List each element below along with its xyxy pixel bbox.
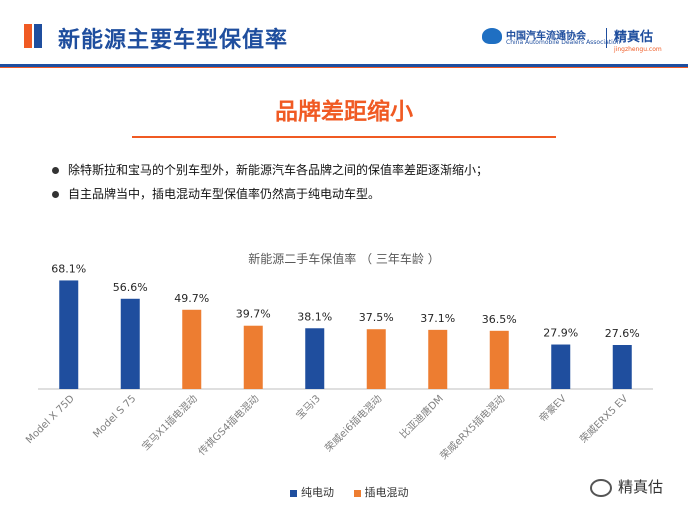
- bullet-item: 自主品牌当中，插电混动车型保值率仍然高于纯电动车型。: [50, 184, 488, 208]
- legend-item-ev: 纯电动: [290, 484, 334, 500]
- data-label: 39.7%: [236, 308, 271, 321]
- jzg-site: jingzhengu.com: [614, 46, 662, 53]
- header: 新能源主要车型保值率 中国汽车流通协会 China Automobile Dea…: [0, 0, 688, 64]
- jzg-name-cn: 精真估: [614, 30, 654, 45]
- bar: [551, 344, 571, 389]
- data-label: 27.9%: [543, 327, 578, 340]
- logo-separator: [606, 28, 607, 48]
- data-label: 68.1%: [51, 262, 86, 275]
- section-subtitle: 品牌差距缩小: [275, 99, 413, 125]
- cada-logo: 中国汽车流通协会 China Automobile Dealers Associ…: [482, 26, 620, 50]
- bar: [366, 329, 386, 389]
- bullet-text: 自主品牌当中，插电混动车型保值率仍然高于纯电动车型。: [68, 187, 381, 201]
- cada-emblem-icon: [482, 28, 502, 44]
- x-tick-label: 荣威eRX5插电混动: [437, 392, 507, 462]
- jzg-logo: 精真估 jingzhengu.com: [614, 26, 662, 53]
- bar: [428, 329, 448, 389]
- x-tick-label: 荣威ERX5 EV: [577, 392, 631, 446]
- bar: [182, 309, 202, 389]
- bullet-dot-icon: [52, 191, 59, 198]
- data-label: 49.7%: [174, 292, 209, 305]
- data-label: 37.5%: [359, 311, 394, 324]
- x-tick-label: 帝豪EV: [536, 392, 569, 425]
- cada-name-en: China Automobile Dealers Association: [506, 39, 621, 46]
- legend-label-phev: 插电混动: [364, 486, 409, 499]
- x-tick-label: 宝马X1插电混动: [139, 392, 200, 453]
- chart-title: 新能源二手车保值率 （ 三年车龄 ）: [248, 252, 440, 266]
- bar: [612, 345, 632, 389]
- legend-swatch-phev: [353, 489, 361, 497]
- bar: [59, 280, 79, 389]
- x-tick-label: 比亚迪唐DM: [397, 392, 446, 441]
- watermark-text: 精真估: [618, 478, 664, 496]
- legend-item-phev: 插电混动: [353, 484, 409, 500]
- title-accent-orange: [24, 24, 32, 48]
- data-label: 37.1%: [420, 312, 455, 325]
- legend-label-ev: 纯电动: [301, 486, 334, 499]
- bullet-list: 除特斯拉和宝马的个别车型外，新能源汽车各品牌之间的保值率差距逐渐缩小； 自主品牌…: [50, 160, 488, 208]
- x-tick-label: 荣威ei6插电混动: [322, 392, 384, 454]
- bar: [120, 298, 140, 389]
- chart-legend: 纯电动 插电混动: [290, 484, 425, 500]
- wechat-icon: [590, 478, 612, 497]
- data-label: 38.1%: [297, 310, 332, 323]
- legend-swatch-ev: [290, 489, 297, 497]
- x-tick-label: 传祺GS4插电混动: [195, 392, 261, 458]
- cada-name-cn: 中国汽车流通协会: [506, 31, 586, 42]
- x-tick-label: Model S 75: [91, 393, 138, 440]
- data-label: 56.6%: [113, 281, 148, 294]
- bar: [243, 325, 263, 389]
- title-accent-blue: [34, 24, 42, 48]
- bullet-text: 除特斯拉和宝马的个别车型外，新能源汽车各品牌之间的保值率差距逐渐缩小；: [68, 163, 489, 177]
- page-title: 新能源主要车型保值率: [58, 28, 289, 53]
- bullet-item: 除特斯拉和宝马的个别车型外，新能源汽车各品牌之间的保值率差距逐渐缩小；: [50, 160, 488, 184]
- bar: [489, 330, 509, 389]
- header-divider-accent: [0, 67, 688, 68]
- subtitle-underline: [132, 136, 556, 138]
- bullet-dot-icon: [52, 167, 59, 174]
- bar: [305, 328, 325, 389]
- x-tick-label: 宝马i3: [293, 392, 323, 422]
- x-tick-label: Model X 75D: [24, 393, 77, 446]
- data-label: 36.5%: [482, 313, 517, 326]
- data-label: 27.6%: [605, 327, 640, 340]
- wechat-watermark: 精真估: [590, 476, 663, 497]
- header-divider: [0, 64, 688, 67]
